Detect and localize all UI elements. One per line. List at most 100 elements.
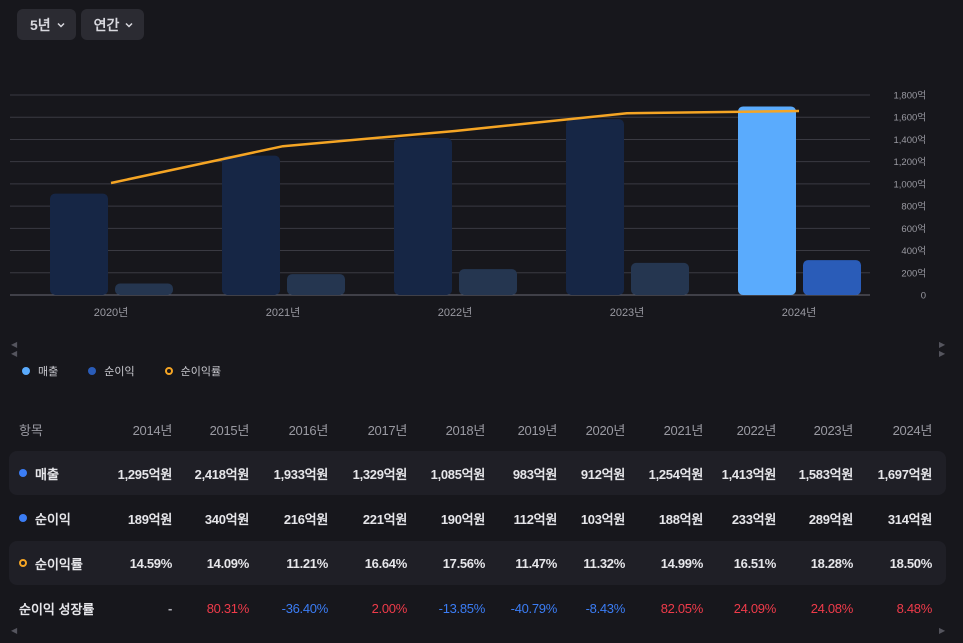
scroll-right-icon[interactable]: ▶ <box>939 340 946 349</box>
y-tick-label: 1,800억 <box>893 90 926 102</box>
table-cell: 17.56% <box>442 555 486 571</box>
scroll-right-icon[interactable]: ▶ <box>939 349 946 358</box>
table-cell: 2,418억원 <box>194 466 250 482</box>
table-cell: 1,329억원 <box>352 466 408 482</box>
header-year: 2015년 <box>209 422 250 438</box>
filter-bar: 5년 연간 <box>17 9 145 40</box>
frequency-dropdown[interactable]: 연간 <box>80 9 145 40</box>
row-net-margin: 순이익률 14.59% 14.09% 11.21% 16.64% 17.56% 11.47%… <box>9 541 946 585</box>
y-tick-label: 400억 <box>901 245 926 257</box>
table-cell: 24.08% <box>810 600 854 616</box>
table-cell: 24.09% <box>733 600 777 616</box>
revenue-dot-icon <box>22 367 30 375</box>
table-header-row: 항목 2014년 2015년 2016년 2017년 2018년 2019년 2020년 202… <box>9 412 946 446</box>
table-cell: 1,697억원 <box>877 466 933 482</box>
header-year: 2019년 <box>517 422 558 438</box>
x-tick-label: 2021년 <box>266 306 301 319</box>
header-year: 2018년 <box>445 422 486 438</box>
scroll-left-icon[interactable]: ◀ <box>11 340 18 349</box>
y-tick-label: 1,600억 <box>893 112 926 124</box>
legend-label: 매출 <box>38 366 59 378</box>
row-label: 순이익 <box>9 509 102 528</box>
y-tick-label: 600억 <box>901 223 926 235</box>
net-margin-line <box>110 109 800 185</box>
table-cell: 221억원 <box>362 511 407 527</box>
x-tick-label: 2023년 <box>610 306 645 319</box>
header-year: 2023년 <box>813 422 854 438</box>
header-year: 2021년 <box>663 422 704 438</box>
revenue-bar <box>50 193 108 295</box>
table-cell: 14.99% <box>660 555 704 571</box>
table-cell: 1,254억원 <box>648 466 704 482</box>
header-label: 항목 <box>19 422 43 438</box>
row-label-text: 순이익 <box>35 511 71 527</box>
x-tick-label: 2020년 <box>94 306 129 319</box>
net-income-bar <box>287 274 345 295</box>
legend-label: 순이익률 <box>180 366 222 378</box>
table-cell: 289억원 <box>808 511 853 527</box>
legend-item-revenue[interactable]: 매출 <box>22 363 58 379</box>
row-label-text: 순이익률 <box>35 556 83 572</box>
net-margin-ring-icon <box>164 367 173 375</box>
table-cell: 16.64% <box>364 555 408 571</box>
revenue-income-chart: 0 200억 400억 600억 800억 1,000억 1,200억 1,400억 1,600… <box>10 90 926 319</box>
row-label: 순이익률 <box>9 554 102 573</box>
header-year: 2017년 <box>367 422 408 438</box>
frequency-dropdown-label: 연간 <box>93 16 120 33</box>
revenue-bar <box>738 106 796 295</box>
financial-table: 항목 2014년 2015년 2016년 2017년 2018년 2019년 2020년 202… <box>9 412 946 631</box>
table-cell: 112억원 <box>513 511 558 527</box>
table-cell: -36.40% <box>281 600 329 616</box>
table-cell: 188억원 <box>658 511 703 527</box>
table-cell: 189억원 <box>127 511 172 527</box>
table-cell: 216억원 <box>283 511 328 527</box>
y-tick-label: 800억 <box>901 201 926 213</box>
period-dropdown[interactable]: 5년 <box>17 9 76 40</box>
table-scroll-right-icon[interactable]: ▶ <box>939 626 946 635</box>
row-revenue: 매출 1,295억원 2,418억원 1,933억원 1,329억원 1,085억원 983… <box>9 451 946 495</box>
net-income-bar <box>803 260 861 295</box>
header-year: 2014년 <box>132 422 173 438</box>
legend-item-net-margin[interactable]: 순이익률 <box>164 363 222 379</box>
row-label-text: 매출 <box>35 466 59 482</box>
table-cell: 11.47% <box>515 555 557 571</box>
net-margin-ring-icon <box>19 559 27 567</box>
net-income-dot-icon <box>88 367 97 375</box>
revenue-bar <box>394 138 452 295</box>
row-net-income-growth: 순이익 성장률 - 80.31% -36.40% 2.00% -13.85% -40.79%… <box>9 586 946 630</box>
table-cell: 1,583억원 <box>798 466 854 482</box>
header-year: 2016년 <box>288 422 329 438</box>
y-tick-label: 200억 <box>901 267 926 279</box>
y-tick-label: 1,000억 <box>893 178 926 190</box>
table-cell: 340억원 <box>204 511 249 527</box>
legend-item-net-income[interactable]: 순이익 <box>88 363 135 379</box>
table-cell: 18.50% <box>889 555 933 571</box>
table-scroll-left-icon[interactable]: ◀ <box>11 626 18 635</box>
table-cell: -40.79% <box>510 600 558 616</box>
row-label-text: 순이익 성장률 <box>19 601 95 617</box>
table-cell: 2.00% <box>371 600 408 616</box>
row-label: 순이익 성장률 <box>9 599 102 618</box>
table-cell: 8.48% <box>896 600 933 616</box>
net-income-bar <box>115 283 173 295</box>
y-tick-label: 1,200억 <box>893 156 926 168</box>
chevron-down-icon <box>57 22 65 28</box>
table-cell: 1,413억원 <box>721 466 777 482</box>
legend-label: 순이익 <box>104 366 135 378</box>
revenue-dot-icon <box>19 469 27 477</box>
table-cell: - <box>167 600 172 616</box>
table-cell: 103억원 <box>580 511 625 527</box>
table-cell: 14.59% <box>129 555 173 571</box>
table-cell: 233억원 <box>731 511 776 527</box>
table-cell: -13.85% <box>438 600 486 616</box>
table-cell: 912억원 <box>580 466 625 482</box>
revenue-bar <box>566 119 624 295</box>
y-tick-label: 1,400억 <box>893 134 926 146</box>
scroll-left-icon[interactable]: ◀ <box>11 349 18 358</box>
table-cell: 190억원 <box>440 511 485 527</box>
row-net-income: 순이익 189억원 340억원 216억원 221억원 190억원 112억원 103억원 18… <box>9 496 946 540</box>
net-income-dot-icon <box>19 514 27 522</box>
table-cell: 11.32% <box>583 555 625 571</box>
revenue-bar <box>222 155 280 295</box>
header-year: 2024년 <box>892 422 933 438</box>
